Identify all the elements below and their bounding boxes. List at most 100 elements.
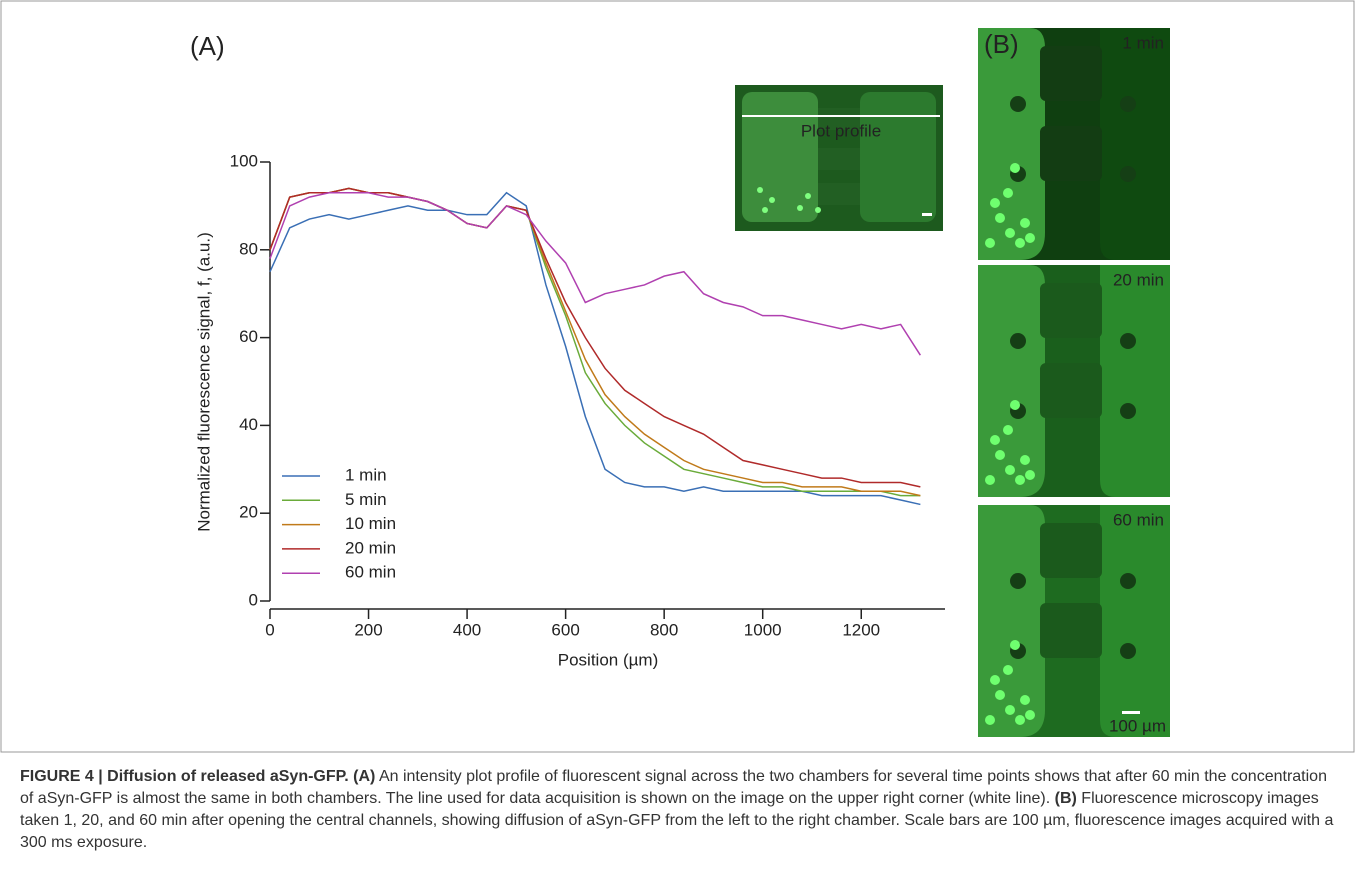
cell (1005, 228, 1015, 238)
cell (990, 675, 1000, 685)
micrograph: 60 min (978, 505, 1170, 737)
frame (0, 0, 1355, 753)
y-tick-label: 0 (249, 590, 258, 609)
cell (985, 715, 995, 725)
channel (1040, 363, 1102, 418)
cell (1020, 455, 1030, 465)
legend-label: 1 min (345, 465, 387, 484)
cell (1015, 238, 1025, 248)
scale-bar (922, 213, 932, 216)
cell (1015, 475, 1025, 485)
cell (1015, 715, 1025, 725)
cell (797, 205, 803, 211)
cell (1005, 705, 1015, 715)
well (1120, 333, 1136, 349)
well (1120, 573, 1136, 589)
cell (1010, 163, 1020, 173)
legend-label: 60 min (345, 563, 396, 582)
x-tick-label: 1000 (744, 620, 782, 639)
micrograph: 20 min (978, 265, 1170, 497)
cell (815, 207, 821, 213)
chamber (860, 92, 936, 222)
x-axis-label: Position (µm) (558, 650, 658, 669)
cell (1010, 400, 1020, 410)
caption-title: FIGURE 4 | Diffusion of released aSyn-GF… (20, 768, 349, 785)
legend-label: 10 min (345, 514, 396, 533)
caption-label: (B) (1054, 790, 1077, 807)
channel (818, 108, 860, 130)
y-axis-label: Normalized fluorescence signal, f, (a.u.… (194, 232, 213, 532)
cell (995, 213, 1005, 223)
cell (1003, 425, 1013, 435)
well (1120, 166, 1136, 182)
x-tick-label: 800 (650, 620, 678, 639)
series-line (269, 187, 921, 497)
well (1120, 643, 1136, 659)
time-label: 20 min (1113, 270, 1164, 289)
y-tick-label: 100 (230, 151, 258, 170)
x-tick-label: 600 (551, 620, 579, 639)
cell (1020, 218, 1030, 228)
y-tick-label: 80 (239, 239, 258, 258)
x-tick-label: 0 (265, 620, 274, 639)
cell (990, 435, 1000, 445)
channel (1040, 283, 1102, 338)
x-tick-label: 1200 (842, 620, 880, 639)
legend-label: 20 min (345, 538, 396, 557)
scale-bar-label: 100 µm (1109, 716, 1166, 735)
cell (990, 198, 1000, 208)
cell (985, 238, 995, 248)
channel (1040, 603, 1102, 658)
cell (1010, 640, 1020, 650)
caption-label: (A) (353, 768, 376, 785)
cell (995, 690, 1005, 700)
cell (1005, 465, 1015, 475)
well (1010, 96, 1026, 112)
inset-image: Plot profile (735, 85, 943, 231)
cell (769, 197, 775, 203)
inset-label: Plot profile (801, 121, 881, 140)
time-label: 60 min (1113, 510, 1164, 529)
cell (1020, 695, 1030, 705)
legend-label: 5 min (345, 490, 387, 509)
cell (1025, 470, 1035, 480)
channel (1040, 46, 1102, 101)
x-tick-label: 200 (354, 620, 382, 639)
series-line (269, 191, 921, 506)
right-chamber (1100, 28, 1170, 260)
scale-bar (1122, 711, 1140, 714)
micrograph: 1 min (978, 28, 1170, 260)
panel-label: (A) (190, 31, 225, 61)
left-chamber (978, 265, 1045, 497)
left-chamber (978, 505, 1045, 737)
panel-label: (B) (984, 29, 1019, 59)
cell (1003, 188, 1013, 198)
channel (1040, 523, 1102, 578)
channel (818, 148, 860, 170)
right-chamber (1100, 265, 1170, 497)
right-chamber (1100, 505, 1170, 737)
caption-text: Fluorescence microscopy images taken 1, … (20, 790, 1334, 851)
x-tick-label: 400 (453, 620, 481, 639)
cell (1025, 710, 1035, 720)
well (1120, 403, 1136, 419)
time-label: 1 min (1122, 33, 1164, 52)
series-line (269, 191, 921, 356)
chamber (742, 92, 818, 222)
cell (1025, 233, 1035, 243)
y-tick-label: 60 (239, 327, 258, 346)
cell (995, 450, 1005, 460)
channel (1040, 126, 1102, 181)
left-chamber (978, 28, 1045, 260)
cell (985, 475, 995, 485)
well (1010, 333, 1026, 349)
well (1010, 573, 1026, 589)
cell (1003, 665, 1013, 675)
caption-text: An intensity plot profile of fluorescent… (20, 768, 1327, 807)
cell (762, 207, 768, 213)
series-line (269, 187, 921, 488)
cell (805, 193, 811, 199)
y-tick-label: 20 (239, 503, 258, 522)
channel (818, 183, 860, 205)
